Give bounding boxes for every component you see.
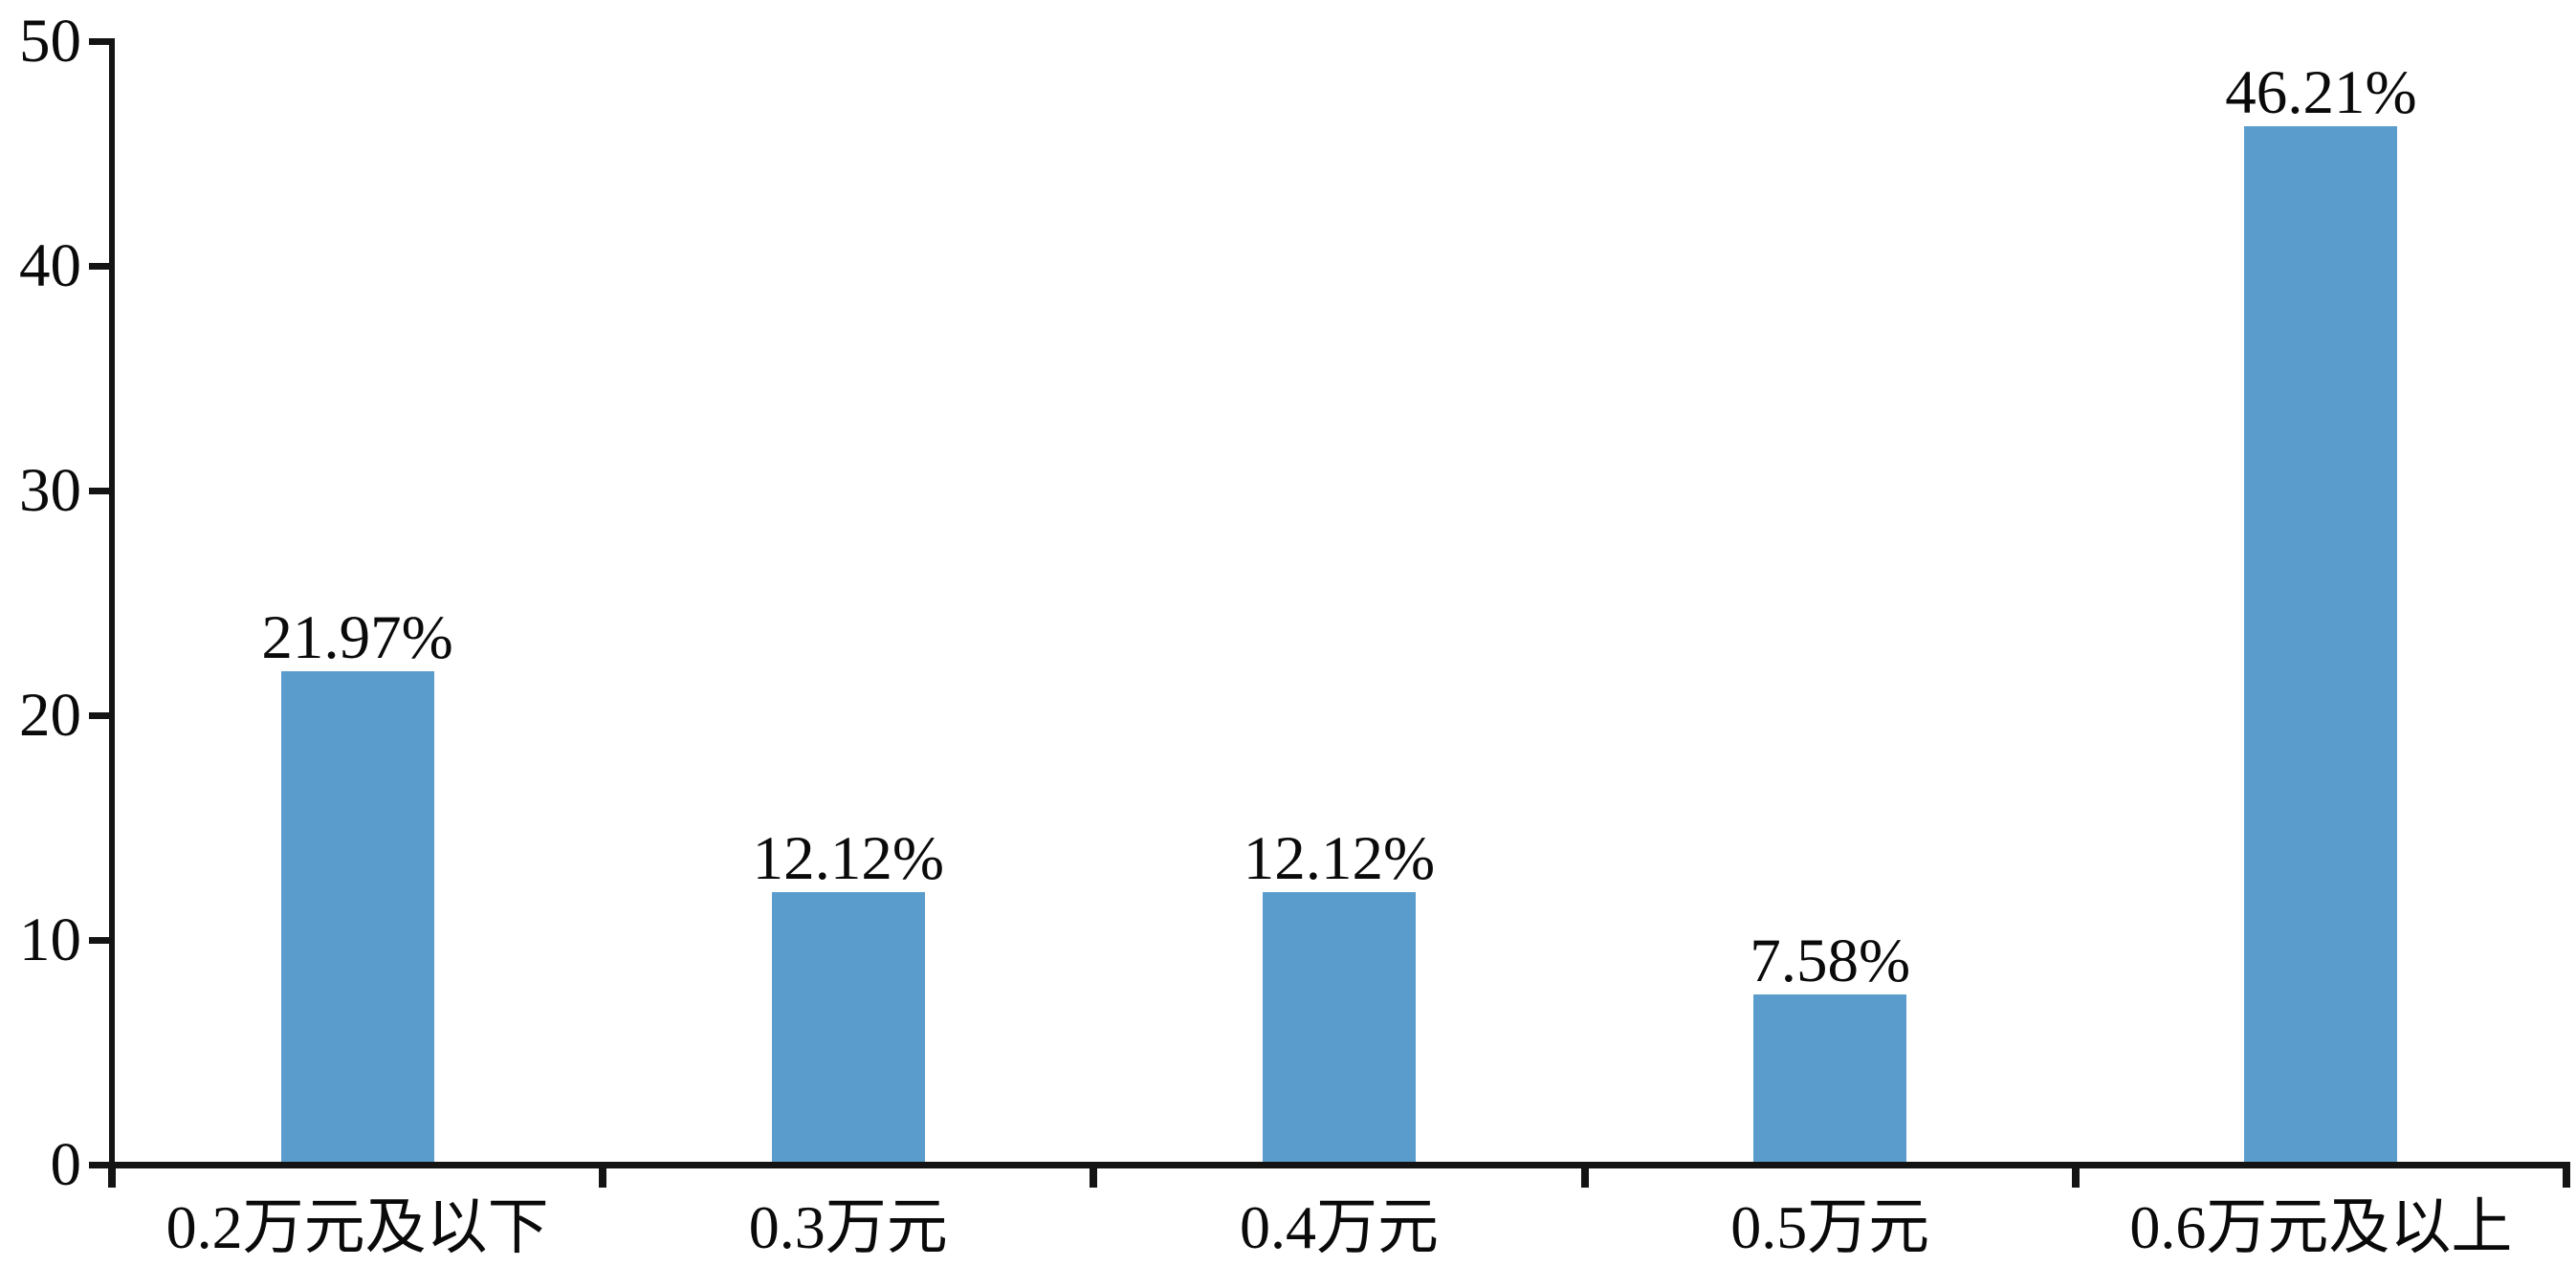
bar-value-label: 7.58% — [1750, 926, 1911, 995]
x-axis-category-label: 0.6万元及以上 — [2129, 1193, 2513, 1261]
y-axis-tick — [89, 711, 112, 719]
bar-value-label: 12.12% — [752, 824, 944, 894]
x-axis-tick — [2071, 1165, 2080, 1188]
y-axis-tick — [89, 262, 112, 270]
y-axis-tick-label: 50 — [19, 7, 81, 76]
bar — [771, 892, 925, 1165]
bar — [1753, 993, 1907, 1165]
y-axis-tick-label: 0 — [50, 1130, 82, 1199]
bar-value-label: 46.21% — [2225, 58, 2417, 128]
bar — [280, 670, 434, 1165]
x-axis-category-label: 0.4万元 — [1240, 1193, 1439, 1261]
y-axis-tick — [89, 37, 112, 45]
y-axis-tick — [89, 487, 112, 494]
bar-value-label: 21.97% — [261, 602, 453, 672]
x-axis-category-label: 0.3万元 — [748, 1193, 948, 1261]
x-axis-tick — [1580, 1165, 1589, 1188]
bar — [2244, 126, 2398, 1165]
x-axis-tick — [2563, 1165, 2570, 1188]
x-axis-category-label: 0.2万元及以下 — [165, 1193, 549, 1261]
x-axis-category-label: 0.5万元 — [1730, 1193, 1930, 1261]
y-axis-tick-label: 40 — [19, 231, 81, 300]
y-axis-line — [109, 38, 115, 1188]
y-axis-tick-label: 20 — [19, 681, 81, 750]
bar-value-label: 12.12% — [1243, 824, 1436, 894]
y-axis-tick — [89, 1161, 112, 1168]
x-axis-line — [89, 1161, 2570, 1168]
y-axis-tick-label: 10 — [19, 906, 81, 974]
x-axis-tick — [599, 1165, 607, 1188]
y-axis-tick-label: 30 — [19, 456, 81, 525]
x-axis-tick — [108, 1165, 116, 1188]
y-axis-tick — [89, 936, 112, 944]
x-axis-tick — [1090, 1165, 1098, 1188]
bar — [1263, 892, 1416, 1165]
